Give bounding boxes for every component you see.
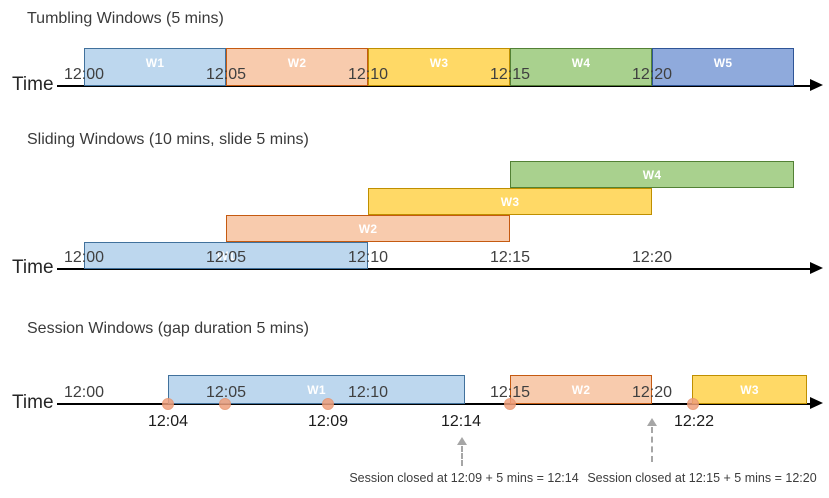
- window-session-w3: W3: [692, 375, 807, 404]
- tumbling-time-axis-label: Time: [12, 74, 54, 95]
- timeline-arrowhead-tumbling: [810, 79, 823, 91]
- window-label: W4: [642, 167, 662, 182]
- window-label: W5: [713, 56, 733, 70]
- window-tumbling-w3: W3: [368, 48, 510, 86]
- window-label: W1: [145, 56, 165, 70]
- window-label: W2: [358, 221, 378, 236]
- tick-label-session: 12:10: [347, 384, 389, 401]
- session-time-axis-label: Time: [12, 392, 54, 413]
- tick-label-session: 12:15: [489, 384, 531, 401]
- tick-label-sliding: 12:10: [347, 249, 389, 266]
- event-dot: [219, 398, 231, 410]
- window-label: W1: [307, 382, 326, 397]
- tick-label-session: 12:05: [205, 384, 247, 401]
- session-section-title: Session Windows (gap duration 5 mins): [27, 320, 309, 337]
- window-label: W2: [287, 56, 307, 70]
- session-closed-note: Session closed at 12:15 + 5 mins = 12:20: [587, 471, 817, 485]
- event-dot: [162, 398, 174, 410]
- window-tumbling-w4: W4: [510, 48, 652, 86]
- tumbling-section-title: Tumbling Windows (5 mins): [27, 10, 224, 27]
- tick-label-sliding: 12:20: [631, 249, 673, 266]
- event-time-label: 12:09: [307, 413, 349, 430]
- tick-label-session: 12:00: [63, 384, 105, 401]
- window-label: W3: [500, 194, 520, 209]
- window-session-w1: W1: [168, 375, 465, 404]
- window-label: W1: [216, 248, 236, 263]
- dashed-arrow-head: [457, 437, 467, 445]
- tick-label-tumbling: 12:20: [631, 66, 673, 83]
- tick-label-tumbling: 12:10: [347, 66, 389, 83]
- window-session-w2: W2: [510, 375, 652, 404]
- window-label: W2: [571, 382, 591, 397]
- window-tumbling-w5: W5: [652, 48, 794, 86]
- timeline-tumbling: [57, 85, 812, 87]
- tick-label-sliding: 12:15: [489, 249, 531, 266]
- event-dot: [504, 398, 516, 410]
- timeline-sliding: [57, 268, 812, 270]
- sliding-section-title: Sliding Windows (10 mins, slide 5 mins): [27, 131, 309, 148]
- window-label: W4: [571, 56, 591, 70]
- dashed-arrow-line: [651, 427, 653, 462]
- dashed-arrow-head: [647, 418, 657, 426]
- sliding-time-axis-label: Time: [12, 257, 54, 278]
- event-time-label: 12:04: [147, 413, 189, 430]
- session-closed-note: Session closed at 12:09 + 5 mins = 12:14: [349, 471, 579, 485]
- tick-label-sliding: 12:05: [205, 249, 247, 266]
- window-tumbling-w1: W1: [84, 48, 226, 86]
- window-label: W3: [740, 382, 759, 397]
- dashed-arrow-line: [461, 446, 463, 466]
- timeline-arrowhead-sliding: [810, 262, 823, 274]
- tick-label-tumbling: 12:15: [489, 66, 531, 83]
- event-time-label: 12:22: [673, 413, 715, 430]
- tick-label-tumbling: 12:00: [63, 66, 105, 83]
- event-dot: [322, 398, 334, 410]
- window-sliding-w1: W1: [84, 242, 368, 269]
- window-sliding-w4: W4: [510, 161, 794, 188]
- window-label: W3: [429, 56, 449, 70]
- timeline-arrowhead-session: [810, 397, 823, 409]
- window-sliding-w2: W2: [226, 215, 510, 242]
- tick-label-session: 12:20: [631, 384, 673, 401]
- event-time-label: 12:14: [440, 413, 482, 430]
- tick-label-tumbling: 12:05: [205, 66, 247, 83]
- window-sliding-w3: W3: [368, 188, 652, 215]
- event-dot: [687, 398, 699, 410]
- window-tumbling-w2: W2: [226, 48, 368, 86]
- tick-label-sliding: 12:00: [63, 249, 105, 266]
- timeline-session: [57, 403, 812, 405]
